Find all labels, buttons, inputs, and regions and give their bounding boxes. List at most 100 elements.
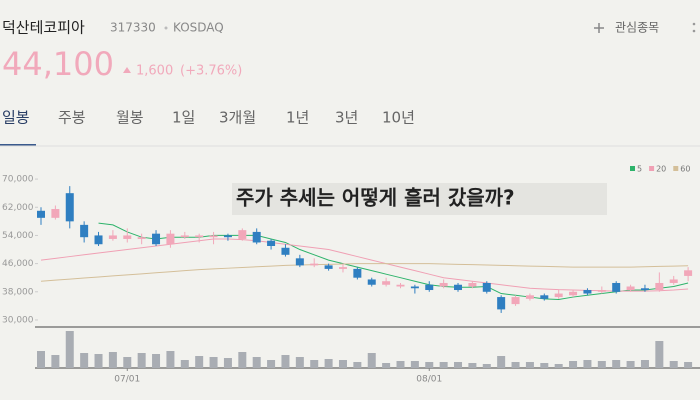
candle-body [669,279,678,283]
candle-body [353,268,362,278]
volume-bar [497,356,506,368]
candle-body [425,284,434,291]
annotation-box [232,183,607,215]
candle-body [396,284,405,287]
tab[interactable]: 월봉 [116,109,144,127]
legend-swatch [673,166,679,171]
volume-bar [468,363,477,368]
candle-body [597,290,606,292]
candle-body [482,282,491,292]
legend-label: 60 [680,165,690,174]
tab[interactable]: 1년 [286,109,309,127]
volume-bar [267,360,276,368]
tab[interactable]: 일봉 [2,109,30,127]
volume-bar [454,362,463,368]
candle-body [511,297,520,305]
candle-body [324,265,333,269]
candle-body [612,282,621,292]
volume-bar [180,360,189,368]
candle-body [295,258,304,266]
candle-body [684,270,693,276]
candle-body [223,235,232,238]
change: 1,600 [136,64,173,79]
tab[interactable]: 3개월 [219,109,256,127]
stock-name: 덕산테코피아 [2,19,85,37]
candle-body [37,210,45,218]
volume-bar [195,356,204,368]
tab[interactable]: 3년 [335,109,358,127]
volume-bar [669,361,678,368]
volume-bar [295,357,304,368]
candle-body [540,295,549,299]
y-tick-label: 30,000 [2,315,34,325]
more-dot[interactable] [692,22,696,26]
candle-body [94,235,103,245]
volume-bar [51,355,60,368]
candle-body [65,193,74,222]
candle-body [626,286,635,291]
volume-bar [569,361,578,368]
candle-body [497,297,506,310]
candle-body [310,263,319,266]
candle-body [267,240,276,246]
candle-body [123,235,132,239]
legend-swatch [649,166,655,171]
volume-bar [137,353,146,368]
candle-body [80,224,89,238]
volume-bar [482,364,491,368]
ma-line [98,222,689,301]
volume-bar [223,358,232,368]
candle-body [252,231,261,243]
volume-bar [252,357,261,368]
candle-body [439,282,448,287]
volume-bar [511,362,520,368]
candle-body [640,288,649,291]
volume-bar [123,357,132,368]
market: KOSDAQ [173,21,224,35]
volume-bar [425,362,434,368]
candle-body [180,235,189,238]
volume-bar [338,360,347,368]
volume-bar [684,362,693,368]
candle-body [152,233,161,245]
y-tick-label: 38,000 [2,287,34,297]
candle-body [382,281,391,285]
volume-bar [540,363,549,368]
candle-body [195,235,204,238]
candle-body [525,295,534,299]
annotation: 주가 추세는 어떻게 흘러 갔을까? [236,186,515,210]
volume-bar [597,361,606,368]
candle-body [166,233,175,245]
volume-bar [281,355,290,368]
volume-bar [612,360,621,368]
tab[interactable]: 주봉 [58,109,86,127]
tab[interactable]: 10년 [382,109,415,127]
candle-body [569,291,578,296]
volume-bar [382,363,391,368]
candle-body [410,286,419,289]
watch-label[interactable]: 관심종목 [615,21,659,35]
candle-body [338,267,347,269]
volume-bar [209,357,218,368]
ma-line [40,238,689,292]
legend-label: 20 [656,165,666,174]
candle-body [454,284,463,291]
change-pct: (+3.76%) [180,64,242,79]
volume-bar [439,362,448,368]
stock-code: 317330 [110,21,156,35]
candle-body [655,282,664,291]
ma-line [40,263,689,282]
volume-bar [166,351,175,368]
candle-body [583,290,592,294]
watch-button[interactable]: 관심종목 [594,21,659,35]
more-dot[interactable] [692,29,696,33]
volume-bar [310,360,319,368]
tab[interactable]: 1일 [172,109,195,127]
y-tick-label: 70,000 [2,175,34,185]
candle-body [367,279,376,285]
price: 44,100 [2,45,114,83]
volume-bar [367,353,376,368]
volume-bar [238,352,247,368]
up-arrow [123,67,131,73]
